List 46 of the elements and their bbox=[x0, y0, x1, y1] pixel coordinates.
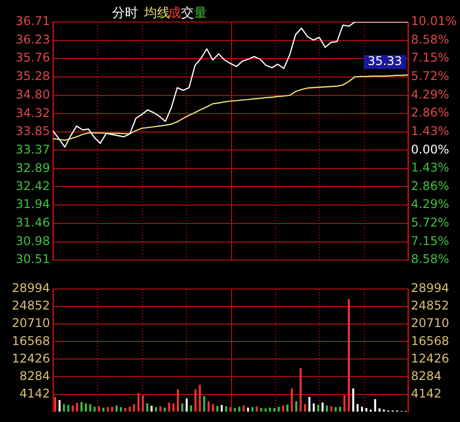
y-tick-label: 30.51 bbox=[16, 252, 50, 266]
y2-tick-label: 8.58% bbox=[411, 252, 450, 266]
y2-tick-label: 2.86% bbox=[411, 106, 450, 120]
y-tick-label: 31.46 bbox=[16, 216, 50, 230]
y2-tick-label: 7.15% bbox=[411, 50, 450, 65]
y-tick-label: 32.89 bbox=[16, 160, 50, 175]
chart-title: 分时 bbox=[112, 5, 138, 22]
y-tick-label: 20710 bbox=[12, 316, 50, 330]
y2-tick-label: 8.58% bbox=[411, 32, 450, 46]
y-tick-label: 24852 bbox=[12, 298, 50, 313]
y2-tick-label: 1.43% bbox=[411, 124, 450, 138]
y2-tick-label: 7.15% bbox=[411, 234, 450, 248]
text: 均线 bbox=[144, 5, 170, 22]
y2-tick-label: 28994 bbox=[411, 281, 450, 296]
y2-tick-label: 5.72% bbox=[411, 69, 450, 84]
y-tick-label: 34.32 bbox=[16, 106, 50, 120]
y-tick-label: 8284 bbox=[19, 368, 50, 383]
y2-tick-label: 10.01% bbox=[411, 14, 457, 28]
y-tick-label: 36.23 bbox=[16, 32, 50, 47]
y2-tick-label: 20710 bbox=[411, 316, 450, 330]
y-tick-label: 31.94 bbox=[16, 197, 50, 212]
y2-tick-label: 16568 bbox=[411, 334, 450, 348]
y2-tick-label: 5.72% bbox=[411, 216, 450, 230]
y-tick-label: 16568 bbox=[12, 334, 50, 348]
y2-tick-label: 8284 bbox=[411, 368, 442, 383]
y-tick-label: 4142 bbox=[19, 386, 50, 400]
y2-tick-label: 1.43% bbox=[411, 160, 450, 175]
y2-tick-label: 2.86% bbox=[411, 178, 450, 193]
y-tick-label: 12426 bbox=[12, 351, 50, 366]
y-tick-label: 34.80 bbox=[16, 87, 50, 102]
y-tick-label: 28994 bbox=[12, 281, 50, 296]
y-tick-label: 33.85 bbox=[16, 124, 50, 138]
y2-tick-label: 24852 bbox=[411, 298, 450, 313]
y2-tick-label: 12426 bbox=[411, 351, 450, 366]
y2-tick-label: 4142 bbox=[411, 386, 442, 400]
y2-tick-label: 4.29% bbox=[411, 87, 450, 102]
annotation: 35.33 bbox=[368, 54, 402, 68]
y-tick-label: 35.76 bbox=[16, 50, 50, 65]
y-tick-label: 32.42 bbox=[16, 178, 50, 193]
y-tick-label: 33.37 bbox=[16, 142, 50, 156]
y-tick-label: 35.28 bbox=[16, 69, 50, 84]
y2-tick-label: 4.29% bbox=[411, 197, 450, 212]
y-tick-label: 30.98 bbox=[16, 234, 50, 248]
y2-tick-label: 0.00% bbox=[411, 142, 450, 156]
text: 成交量 bbox=[168, 6, 207, 21]
y-tick-label: 36.71 bbox=[16, 14, 50, 28]
